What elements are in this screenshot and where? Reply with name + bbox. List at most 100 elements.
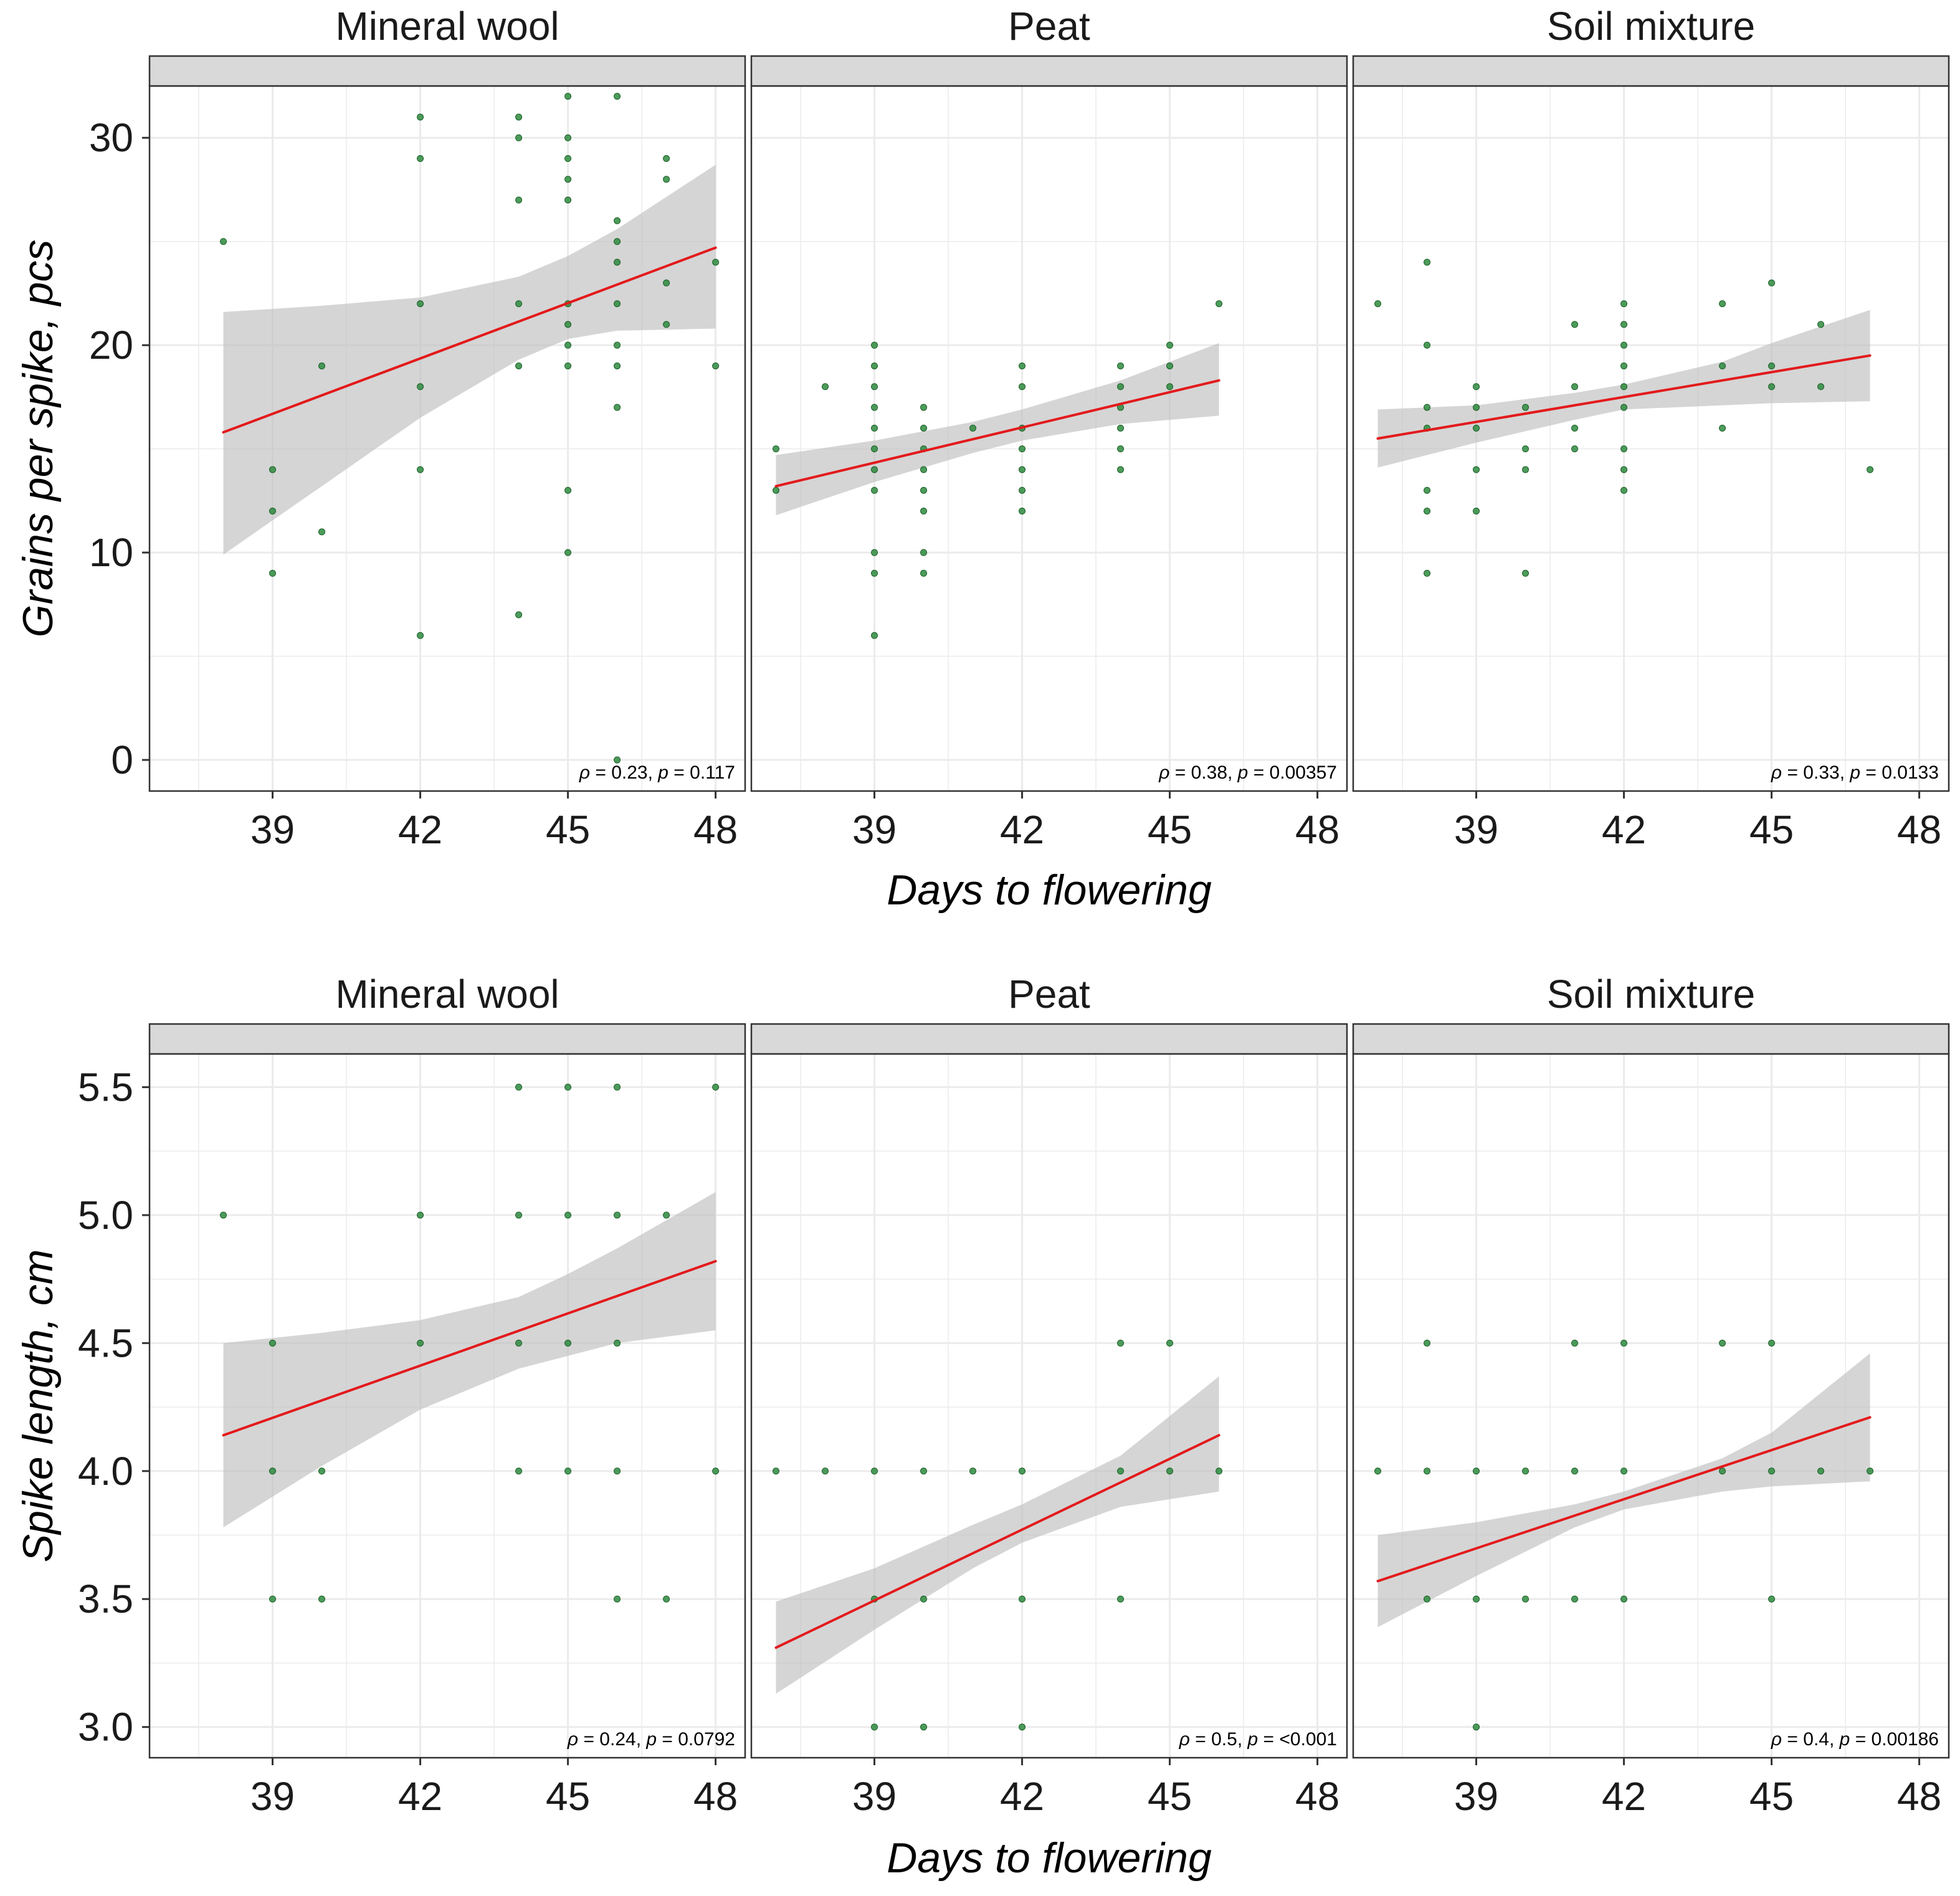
x-tick-label: 48 bbox=[1897, 807, 1941, 852]
data-point bbox=[564, 486, 572, 494]
rho-symbol: ρ bbox=[1771, 762, 1782, 783]
data-point bbox=[1117, 362, 1125, 369]
x-tick-label: 42 bbox=[398, 807, 442, 852]
x-tick-label: 45 bbox=[1148, 1774, 1192, 1819]
rho-value: = 0.33, bbox=[1782, 762, 1850, 783]
x-tick-label: 42 bbox=[1602, 1774, 1646, 1819]
data-point bbox=[822, 1467, 829, 1475]
data-point bbox=[614, 300, 621, 308]
data-point bbox=[564, 1467, 572, 1475]
data-point bbox=[614, 756, 621, 764]
facet-strip bbox=[750, 1023, 1348, 1055]
x-tick-label: 39 bbox=[852, 1774, 897, 1819]
y-tick-label: 0 bbox=[111, 737, 133, 782]
data-point bbox=[417, 113, 424, 121]
data-point bbox=[614, 93, 621, 100]
facet-title: Mineral wool bbox=[335, 4, 559, 49]
data-point bbox=[614, 1467, 621, 1475]
p-value: = 0.00357 bbox=[1248, 762, 1337, 783]
data-point bbox=[417, 383, 424, 391]
data-point bbox=[1424, 404, 1431, 411]
data-point bbox=[1117, 445, 1125, 453]
facet-title: Peat bbox=[1008, 972, 1090, 1017]
data-point bbox=[1571, 1339, 1579, 1347]
data-point bbox=[1571, 321, 1579, 328]
y-axis-title: Grains per spike, pcs bbox=[14, 240, 62, 638]
data-point bbox=[773, 486, 780, 494]
data-point bbox=[1620, 445, 1628, 453]
data-point bbox=[1473, 424, 1480, 432]
data-point bbox=[614, 404, 621, 411]
data-point bbox=[417, 155, 424, 163]
p-symbol: p bbox=[1849, 762, 1860, 783]
data-point bbox=[1117, 1339, 1125, 1347]
y-tick-label: 4.0 bbox=[78, 1449, 133, 1494]
regression-line bbox=[222, 1259, 717, 1437]
data-point bbox=[1620, 321, 1628, 328]
data-point bbox=[564, 155, 572, 163]
rho-value: = 0.4, bbox=[1782, 1729, 1840, 1750]
data-point bbox=[1019, 508, 1026, 515]
correlation-annotation: ρ = 0.24, p = 0.0792 bbox=[567, 1729, 735, 1750]
data-point bbox=[1019, 445, 1026, 453]
data-point bbox=[614, 1211, 621, 1219]
p-value: = 0.00186 bbox=[1850, 1729, 1939, 1750]
data-point bbox=[269, 1595, 277, 1603]
data-point bbox=[1019, 486, 1026, 494]
correlation-annotation: ρ = 0.33, p = 0.0133 bbox=[1771, 762, 1939, 783]
data-point bbox=[871, 466, 878, 473]
regression-line bbox=[774, 379, 1220, 488]
regression-line bbox=[774, 1434, 1220, 1649]
confidence-ribbon bbox=[776, 1376, 1219, 1694]
data-point bbox=[1571, 424, 1579, 432]
panel-peat: Peat 39 42 45 48 ρ = 0.38, p = 0.00357 bbox=[750, 4, 1348, 852]
data-point bbox=[712, 1467, 720, 1475]
data-point bbox=[773, 445, 780, 453]
p-symbol: p bbox=[1237, 762, 1249, 783]
p-symbol: p bbox=[1247, 1729, 1258, 1750]
data-point bbox=[1117, 383, 1125, 391]
data-point bbox=[269, 508, 277, 515]
p-value: = 0.0133 bbox=[1860, 762, 1939, 783]
data-point bbox=[614, 1339, 621, 1347]
data-point bbox=[1620, 341, 1628, 349]
data-point bbox=[712, 258, 720, 266]
data-point bbox=[564, 93, 572, 100]
p-symbol: p bbox=[645, 1729, 657, 1750]
data-point bbox=[1424, 508, 1431, 515]
rho-symbol: ρ bbox=[1179, 1729, 1190, 1750]
data-point bbox=[1019, 1595, 1026, 1603]
data-point bbox=[1522, 1595, 1529, 1603]
confidence-ribbon bbox=[223, 1192, 716, 1528]
facet-strip bbox=[1352, 55, 1950, 87]
data-point bbox=[1522, 569, 1529, 577]
facet-strip bbox=[750, 55, 1348, 87]
x-tick-label: 42 bbox=[398, 1774, 442, 1819]
data-point bbox=[1768, 1595, 1776, 1603]
panel-mineral-wool: Mineral wool 39 42 45 48 ρ = 0.23, p = 0.117 bbox=[148, 4, 746, 852]
data-point bbox=[614, 1595, 621, 1603]
data-point bbox=[1424, 1467, 1431, 1475]
data-point bbox=[1620, 383, 1628, 391]
x-tick-label: 39 bbox=[852, 807, 897, 852]
data-point bbox=[1522, 445, 1529, 453]
x-tick-label: 48 bbox=[1295, 1774, 1339, 1819]
rho-value: = 0.5, bbox=[1190, 1729, 1248, 1750]
data-point bbox=[969, 424, 977, 432]
data-point bbox=[1215, 1467, 1223, 1475]
data-point bbox=[1620, 1339, 1628, 1347]
panel-soil-mixture: Soil mixture 39 42 45 48 ρ = 0.4, p = 0.00186 bbox=[1352, 972, 1950, 1819]
data-point bbox=[1473, 1595, 1480, 1603]
data-point bbox=[1424, 486, 1431, 494]
data-point bbox=[1571, 1467, 1579, 1475]
data-point bbox=[1719, 362, 1726, 369]
y-tick-label: 3.0 bbox=[78, 1705, 133, 1750]
y-tick-label: 30 bbox=[89, 115, 133, 160]
rho-symbol: ρ bbox=[1771, 1729, 1782, 1750]
data-point bbox=[515, 362, 523, 369]
panel-peat: Peat 39 42 45 48 ρ = 0.5, p = <0.001 bbox=[750, 972, 1348, 1819]
data-point bbox=[663, 1211, 670, 1219]
data-point bbox=[1620, 466, 1628, 473]
data-point bbox=[564, 176, 572, 183]
